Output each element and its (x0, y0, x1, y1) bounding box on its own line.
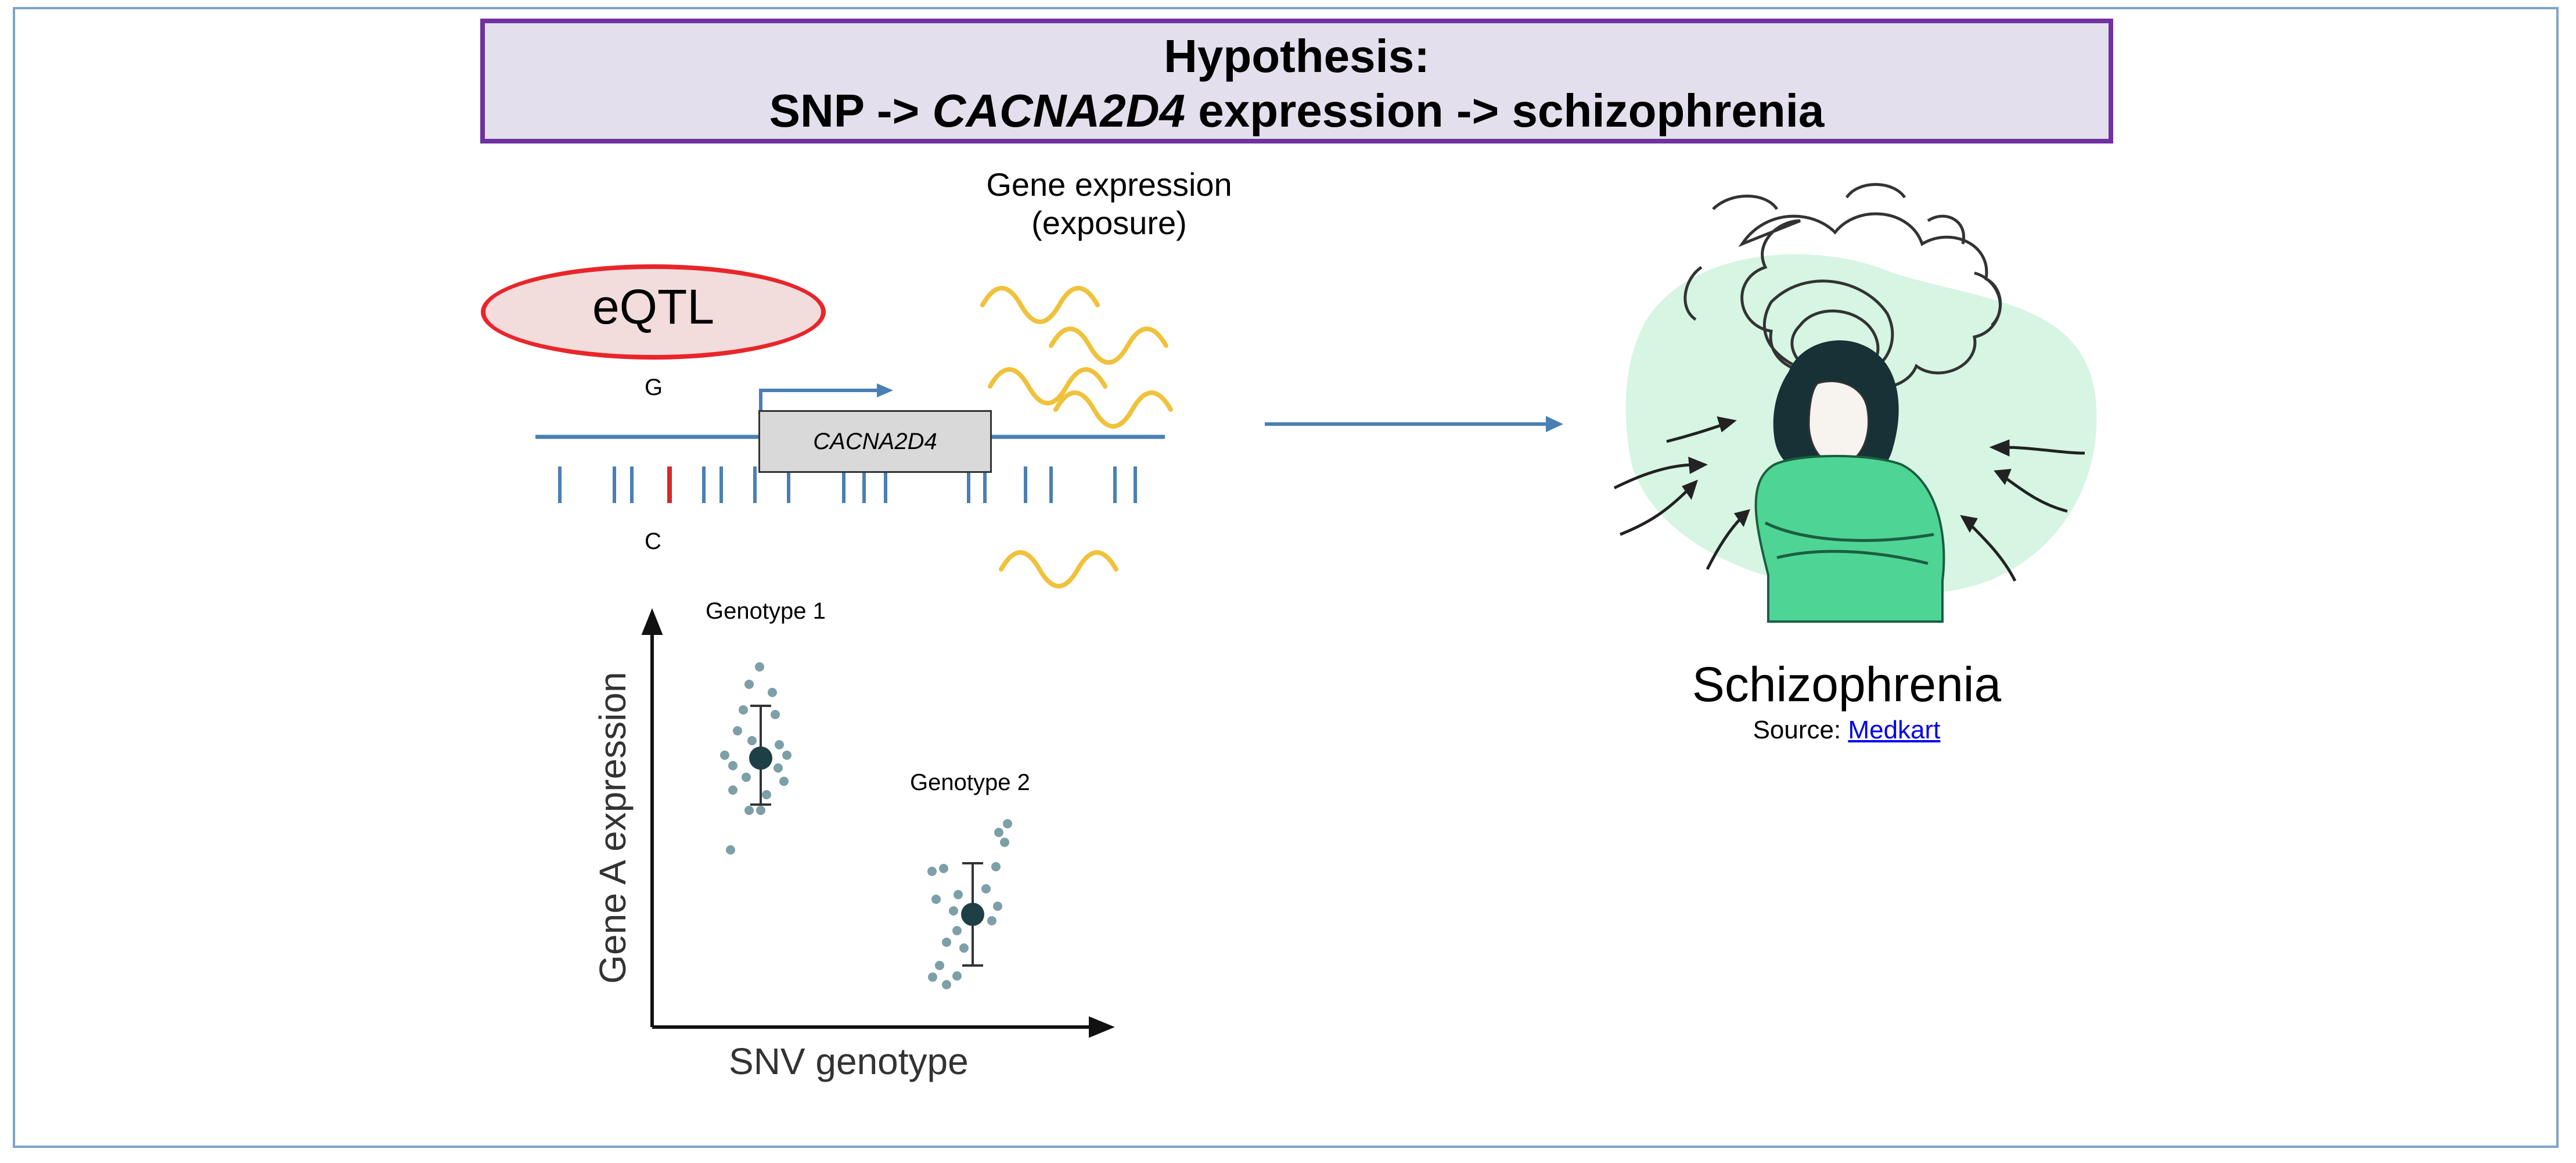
mrna-wave (1053, 390, 1173, 429)
allele-g-label: G (645, 375, 663, 400)
genotype-2-mean-dot (961, 903, 984, 926)
expression-waves (980, 286, 1173, 588)
schizophrenia-illustration (1613, 183, 2097, 623)
title-gene-name: CACNA2D4 (932, 85, 1186, 137)
genotype-1-mean-dot (749, 746, 772, 770)
body-icon (1754, 455, 1945, 623)
gene-box: CACNA2D4 (758, 410, 992, 473)
causal-arrow (1265, 416, 1563, 432)
mrna-wave (980, 286, 1100, 324)
mrna-wave (988, 367, 1107, 405)
slide-frame (13, 7, 2559, 1148)
eqtl-plot-axes (641, 608, 1115, 1038)
plot-x-axis-arrowhead (1089, 1016, 1115, 1038)
tangled-thoughts-icon (1683, 183, 2002, 389)
genotype-1-points (720, 662, 791, 855)
mrna-wave (1049, 326, 1168, 365)
face-icon (1808, 380, 1870, 466)
eqtl-oval (481, 264, 826, 360)
genotype-1-label: Genotype 1 (706, 598, 826, 624)
x-axis-label: SNV genotype (729, 1040, 969, 1082)
title-line-2: SNP -> CACNA2D4 expression -> schizophre… (769, 85, 1825, 137)
allele-c-label: C (645, 529, 661, 554)
plot-y-axis-arrowhead (641, 608, 663, 635)
eqtl-label: eQTL (592, 279, 715, 334)
hypothesis-title-box: Hypothesis: SNP -> CACNA2D4 expression -… (480, 19, 2113, 143)
transcription-start-arrow (759, 383, 893, 410)
mrna-wave (999, 550, 1118, 588)
genotype-2-points (927, 819, 1012, 989)
medkart-source-link[interactable]: Medkart (1848, 716, 1941, 744)
snp-markers (558, 466, 1137, 503)
y-axis-label: Gene A expression (592, 672, 634, 984)
pressure-arrows (1613, 416, 2085, 582)
source-citation: Source: Medkart (1678, 716, 2015, 745)
title-line-1: Hypothesis: (1164, 30, 1430, 82)
genotype-2-label: Genotype 2 (910, 770, 1030, 795)
schizophrenia-label: Schizophrenia (1692, 657, 2002, 712)
source-prefix: Source: (1753, 716, 1848, 744)
crossed-arms-icon (1764, 521, 1934, 565)
gene-expression-label: Gene expression (exposure) (986, 166, 1232, 241)
